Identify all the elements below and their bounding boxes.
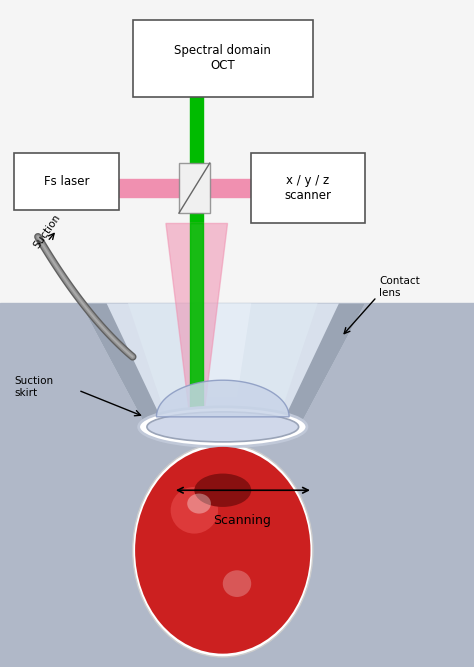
Text: Suction
skirt: Suction skirt [14,376,54,398]
Bar [251,153,365,223]
Bar [179,163,210,213]
Bar [190,213,203,223]
Text: Contact
lens: Contact lens [379,276,420,297]
Polygon shape [282,303,365,424]
Polygon shape [194,303,251,397]
Bar [118,179,179,197]
Polygon shape [166,223,228,427]
Ellipse shape [138,407,307,447]
Bar [190,223,203,427]
Bar [0,303,474,667]
Text: Spectral domain
OCT: Spectral domain OCT [174,45,271,72]
Text: Scanning: Scanning [213,514,271,527]
Ellipse shape [133,444,313,657]
Ellipse shape [147,412,299,442]
Polygon shape [81,303,365,424]
Polygon shape [156,380,289,417]
Polygon shape [81,303,164,424]
Bar [14,153,118,210]
Ellipse shape [135,447,310,654]
Ellipse shape [223,570,251,597]
Text: Suction: Suction [32,212,63,250]
Bar [0,0,474,303]
Bar [210,179,251,197]
Text: Fs laser: Fs laser [44,175,89,188]
Ellipse shape [171,487,218,534]
Text: x / y / z
scanner: x / y / z scanner [284,175,332,202]
Ellipse shape [187,494,211,514]
Ellipse shape [194,474,251,507]
Bar [133,20,313,97]
Bar [190,97,203,163]
Polygon shape [128,303,318,424]
